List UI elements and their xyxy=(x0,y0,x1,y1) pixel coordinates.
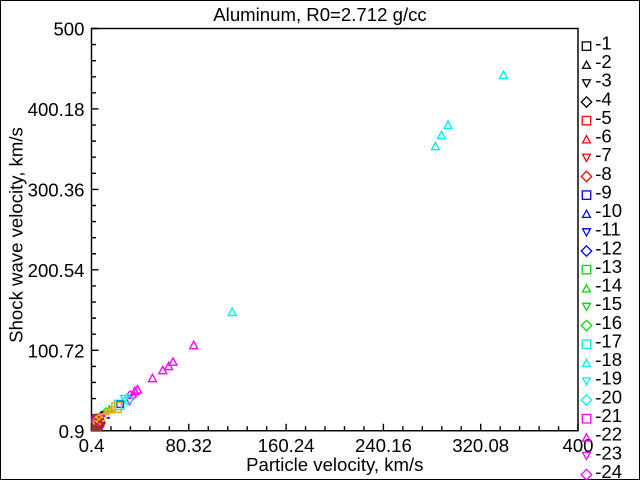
svg-text:-15: -15 xyxy=(595,293,622,314)
svg-text:400: 400 xyxy=(562,435,593,456)
svg-text:80.32: 80.32 xyxy=(166,435,213,456)
svg-text:-14: -14 xyxy=(595,275,622,296)
svg-text:-13: -13 xyxy=(595,256,622,277)
svg-text:-18: -18 xyxy=(595,349,622,370)
svg-text:-17: -17 xyxy=(595,330,622,351)
svg-text:200.54: 200.54 xyxy=(28,260,85,281)
svg-text:-20: -20 xyxy=(595,386,622,407)
svg-text:Particle velocity, km/s: Particle velocity, km/s xyxy=(246,454,423,475)
svg-text:-24: -24 xyxy=(595,461,622,480)
svg-text:-23: -23 xyxy=(595,442,622,463)
svg-text:-22: -22 xyxy=(595,424,622,445)
svg-text:-1: -1 xyxy=(595,32,612,53)
svg-text:160.24: 160.24 xyxy=(258,435,315,456)
svg-text:-9: -9 xyxy=(595,181,612,202)
svg-text:-8: -8 xyxy=(595,163,612,184)
svg-text:300.36: 300.36 xyxy=(28,179,85,200)
svg-text:-12: -12 xyxy=(595,237,622,258)
svg-text:-6: -6 xyxy=(595,126,612,147)
svg-text:-7: -7 xyxy=(595,144,612,165)
svg-text:-11: -11 xyxy=(595,219,621,240)
svg-text:-16: -16 xyxy=(595,312,622,333)
svg-text:0.9: 0.9 xyxy=(59,421,85,442)
svg-text:-2: -2 xyxy=(595,51,612,72)
svg-text:-19: -19 xyxy=(595,368,622,389)
svg-text:-21: -21 xyxy=(595,405,622,426)
svg-text:-5: -5 xyxy=(595,107,612,128)
svg-text:320.08: 320.08 xyxy=(452,435,509,456)
svg-text:400.18: 400.18 xyxy=(28,99,85,120)
svg-text:-10: -10 xyxy=(595,200,622,221)
svg-text:0.4: 0.4 xyxy=(79,435,105,456)
svg-text:100.72: 100.72 xyxy=(28,340,85,361)
svg-text:Aluminum, R0=2.712 g/cc: Aluminum, R0=2.712 g/cc xyxy=(213,4,426,25)
svg-text:500: 500 xyxy=(53,19,84,40)
svg-text:240.16: 240.16 xyxy=(355,435,412,456)
svg-text:-3: -3 xyxy=(595,70,612,91)
svg-text:Shock wave velocity, km/s: Shock wave velocity, km/s xyxy=(6,127,27,343)
svg-text:-4: -4 xyxy=(595,88,612,109)
